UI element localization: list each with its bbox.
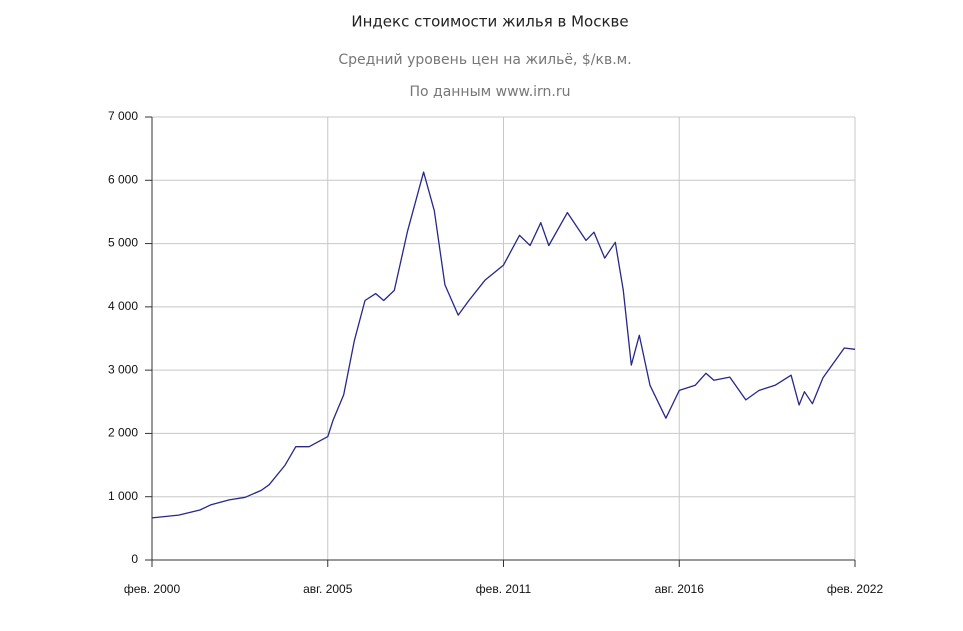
y-tick-label: 6 000 (108, 172, 138, 186)
y-tick-label: 5 000 (108, 236, 138, 250)
x-tick-label: фев. 2011 (476, 582, 532, 596)
x-tick-label: фев. 2022 (827, 582, 884, 596)
y-tick-label: 1 000 (108, 489, 138, 503)
x-tick-label: авг. 2005 (303, 582, 353, 596)
y-tick-label: 2 000 (108, 426, 138, 440)
data-line (151, 171, 856, 519)
chart-title: Индекс стоимости жилья в Москве (351, 13, 628, 31)
x-tick-label: авг. 2016 (655, 582, 705, 596)
y-tick-label: 0 (131, 552, 138, 566)
y-tick-label: 4 000 (108, 299, 138, 313)
y-tick-label: 3 000 (108, 362, 138, 376)
chart-subtitle: Средний уровень цен на жильё, $/кв.м. (338, 52, 631, 68)
x-tick-label: фев. 2000 (124, 582, 181, 596)
chart-source: По данным www.irn.ru (409, 84, 570, 100)
y-tick-label: 7 000 (108, 109, 138, 123)
